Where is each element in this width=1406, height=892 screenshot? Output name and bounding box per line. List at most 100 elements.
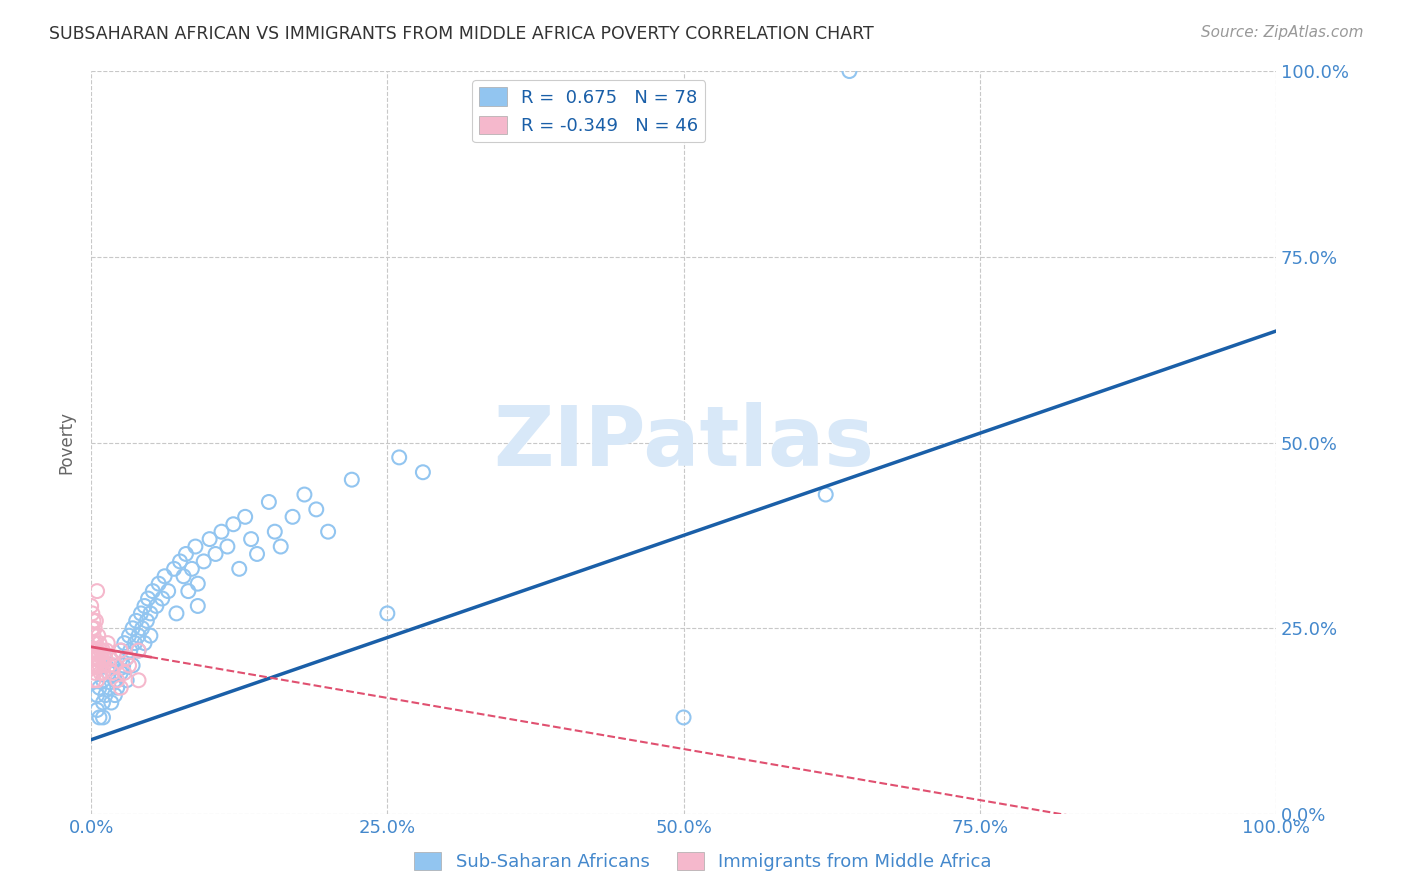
Point: [84, 651, 107, 665]
Point: [86, 658, 108, 673]
Point: [82, 621, 104, 635]
Point: [125, 614, 148, 628]
Point: [174, 547, 197, 561]
Point: [90, 651, 112, 665]
Point: [128, 643, 150, 657]
Point: [177, 584, 200, 599]
Point: [101, 658, 124, 673]
Point: [97, 636, 120, 650]
Point: [91, 643, 114, 657]
Legend: Sub-Saharan Africans, Immigrants from Middle Africa: Sub-Saharan Africans, Immigrants from Mi…: [406, 845, 1000, 879]
Point: [90, 665, 112, 680]
Point: [148, 576, 170, 591]
Point: [83, 629, 105, 643]
Point: [169, 554, 191, 568]
Point: [112, 658, 135, 673]
Point: [110, 681, 132, 695]
Point: [198, 532, 221, 546]
Point: [139, 629, 162, 643]
Point: [105, 681, 128, 695]
Point: [180, 562, 202, 576]
Point: [87, 629, 110, 643]
Point: [128, 643, 150, 657]
Point: [118, 629, 141, 643]
Point: [120, 643, 142, 657]
Point: [142, 584, 165, 599]
Point: [97, 681, 120, 695]
Point: [139, 607, 162, 621]
Point: [145, 599, 167, 613]
Point: [83, 614, 105, 628]
Point: [101, 665, 124, 680]
Point: [257, 495, 280, 509]
Point: [134, 636, 156, 650]
Point: [412, 465, 434, 479]
Point: [90, 643, 112, 657]
Point: [316, 524, 339, 539]
Point: [96, 643, 118, 657]
Point: [91, 710, 114, 724]
Point: [173, 569, 195, 583]
Point: [98, 651, 121, 665]
Point: [157, 584, 180, 599]
Point: [211, 524, 233, 539]
Point: [377, 607, 399, 621]
Point: [217, 540, 239, 554]
Point: [91, 665, 114, 680]
Point: [93, 658, 115, 673]
Point: [136, 591, 159, 606]
Point: [121, 621, 143, 635]
Text: SUBSAHARAN AFRICAN VS IMMIGRANTS FROM MIDDLE AFRICA POVERTY CORRELATION CHART: SUBSAHARAN AFRICAN VS IMMIGRANTS FROM MI…: [49, 25, 875, 43]
Point: [86, 584, 108, 599]
Point: [193, 554, 215, 568]
Point: [105, 651, 128, 665]
Point: [104, 658, 127, 673]
Point: [388, 450, 411, 465]
Point: [97, 665, 120, 680]
Point: [110, 665, 132, 680]
Point: [89, 710, 111, 724]
Point: [153, 569, 176, 583]
Point: [128, 629, 150, 643]
Point: [115, 651, 138, 665]
Point: [340, 473, 363, 487]
Point: [80, 599, 103, 613]
Point: [83, 665, 105, 680]
Point: [121, 658, 143, 673]
Point: [89, 681, 111, 695]
Point: [110, 643, 132, 657]
Y-axis label: Poverty: Poverty: [58, 411, 75, 474]
Legend: R =  0.675   N = 78, R = -0.349   N = 46: R = 0.675 N = 78, R = -0.349 N = 46: [472, 80, 706, 142]
Point: [89, 636, 111, 650]
Point: [104, 673, 127, 688]
Point: [82, 658, 104, 673]
Point: [187, 599, 209, 613]
Point: [86, 688, 108, 702]
Text: Source: ZipAtlas.com: Source: ZipAtlas.com: [1201, 25, 1364, 40]
Point: [83, 673, 105, 688]
Point: [240, 532, 263, 546]
Point: [82, 643, 104, 657]
Point: [86, 673, 108, 688]
Point: [305, 502, 328, 516]
Point: [115, 651, 138, 665]
Point: [222, 517, 245, 532]
Point: [91, 696, 114, 710]
Point: [263, 524, 285, 539]
Point: [163, 562, 186, 576]
Point: [228, 562, 250, 576]
Point: [233, 509, 256, 524]
Point: [97, 658, 120, 673]
Point: [166, 607, 188, 621]
Point: [110, 643, 132, 657]
Point: [134, 599, 156, 613]
Point: [118, 658, 141, 673]
Point: [150, 591, 173, 606]
Point: [104, 688, 127, 702]
Point: [84, 636, 107, 650]
Point: [672, 710, 695, 724]
Point: [112, 636, 135, 650]
Point: [89, 658, 111, 673]
Point: [91, 673, 114, 688]
Point: [281, 509, 304, 524]
